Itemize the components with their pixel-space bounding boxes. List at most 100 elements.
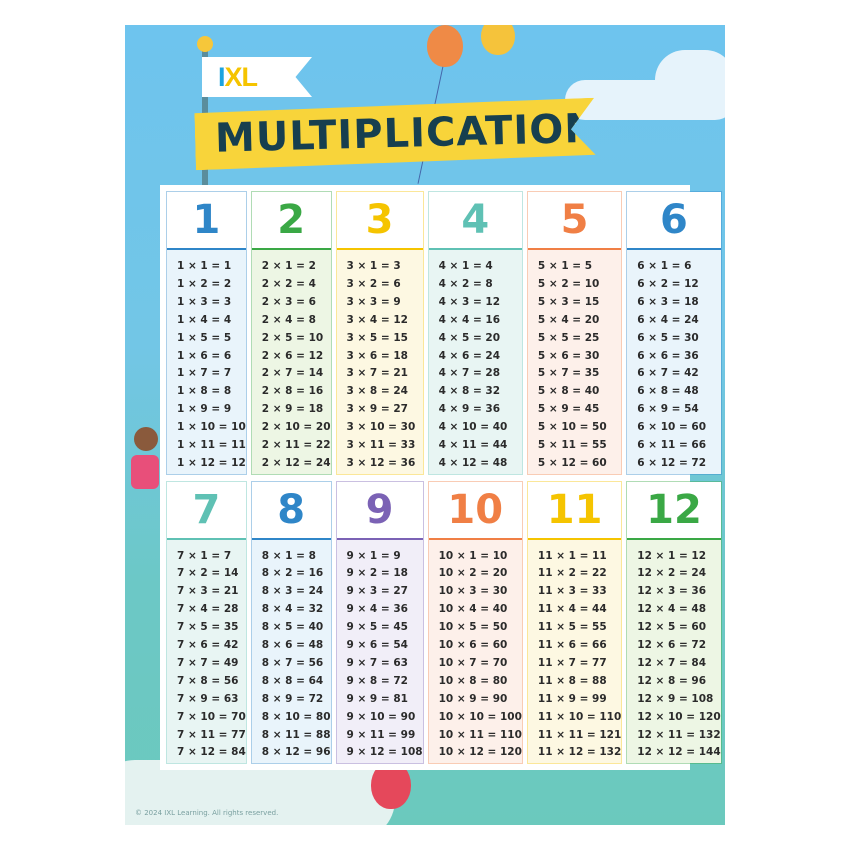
- equation-row: 2 × 5 = 10: [261, 331, 324, 344]
- equation-row: 5 × 1 = 5: [537, 260, 593, 272]
- equation-row: 10 × 9 = 90: [438, 692, 508, 705]
- equation-row: 4 × 1 = 4: [438, 260, 493, 272]
- equation-row: 2 × 2 = 4: [261, 277, 316, 290]
- equation-row: 2 × 11 = 22: [261, 439, 331, 452]
- equation-row: 2 × 9 = 18: [261, 403, 324, 416]
- equation-row: 2 × 7 = 14: [261, 367, 324, 380]
- equation-row: 7 × 7 = 49: [177, 656, 239, 669]
- equation-row: 2 × 10 = 20: [261, 421, 331, 434]
- table-rows: 1 × 1 = 1 1 × 2 = 2 1 × 3 = 3 1 × 4 = 4 1 × …: [167, 250, 246, 474]
- equation-row: 5 × 8 = 40: [537, 385, 600, 398]
- equation-row: 9 × 4 = 36: [346, 603, 408, 616]
- equation-row: 8 × 5 = 40: [261, 621, 324, 634]
- table-number-header: 7: [167, 481, 246, 540]
- table-rows: 4 × 1 = 4 4 × 2 = 8 4 × 3 = 12 4 × 4 = 16 4 …: [428, 250, 522, 474]
- table-number-header: 10: [428, 481, 522, 540]
- equation-row: 4 × 12 = 48: [438, 456, 508, 469]
- equation-row: 12 × 8 = 96: [637, 674, 707, 687]
- equation-row: 12 × 2 = 24: [637, 567, 707, 580]
- equation-row: 8 × 1 = 8: [261, 549, 316, 562]
- table-rows: 10 × 1 = 10 10 × 2 = 20 10 × 3 = 30 10 × 4 …: [428, 539, 522, 763]
- table-number-header: 2: [251, 192, 331, 250]
- equation-row: 3 × 2 = 6: [346, 277, 401, 290]
- equation-row: 1 × 11 = 11: [177, 439, 246, 452]
- equation-row: 5 × 12 = 60: [537, 456, 607, 469]
- table-column-8: 8 8 × 1 = 8 8 × 2 = 16 8 × 3 = 24 8 × 4 = 32…: [250, 480, 332, 764]
- equation-row: 1 × 4 = 4: [177, 313, 232, 326]
- table-number-header: 1: [167, 192, 246, 250]
- equation-row: 7 × 6 = 42: [177, 639, 239, 652]
- equation-row: 6 × 12 = 72: [637, 456, 707, 469]
- table-column-5: 5 5 × 1 = 5 5 × 2 = 10 5 × 3 = 15 5 × 4 = 20…: [526, 191, 623, 475]
- equation-row: 9 × 8 = 72: [346, 674, 408, 687]
- equation-row: 1 × 2 = 2: [177, 277, 232, 290]
- equation-row: 8 × 7 = 56: [261, 656, 324, 669]
- table-rows: 7 × 1 = 7 7 × 2 = 14 7 × 3 = 21 7 × 4 = 28 7…: [167, 539, 246, 763]
- ixl-logo: IXL: [218, 61, 258, 92]
- equation-row: 4 × 4 = 16: [438, 313, 501, 326]
- equation-row: 8 × 11 = 88: [261, 728, 331, 741]
- equation-row: 11 × 3 = 33: [537, 585, 607, 598]
- equation-row: 3 × 12 = 36: [346, 456, 416, 469]
- equation-row: 3 × 8 = 24: [346, 385, 408, 398]
- equation-row: 12 × 9 = 108: [637, 692, 714, 705]
- equation-row: 11 × 10 = 110: [537, 710, 622, 723]
- equation-row: 4 × 7 = 28: [438, 367, 501, 380]
- equation-row: 4 × 9 = 36: [438, 403, 501, 416]
- equation-row: 11 × 5 = 55: [537, 621, 607, 634]
- equation-row: 11 × 1 = 11: [537, 549, 607, 562]
- equation-row: 7 × 4 = 28: [177, 603, 239, 616]
- equation-row: 9 × 10 = 90: [346, 710, 416, 723]
- equation-row: 3 × 4 = 12: [346, 313, 408, 326]
- equation-row: 2 × 8 = 16: [261, 385, 324, 398]
- equation-row: 6 × 5 = 30: [637, 331, 699, 344]
- equation-row: 7 × 11 = 77: [177, 728, 246, 741]
- equation-row: 7 × 1 = 7: [177, 549, 232, 562]
- equation-row: 8 × 10 = 80: [261, 710, 331, 723]
- table-column-10: 10 10 × 1 = 10 10 × 2 = 20 10 × 3 = 30 10 × …: [427, 480, 523, 764]
- equation-row: 8 × 9 = 72: [261, 692, 324, 705]
- equation-row: 11 × 4 = 44: [537, 603, 607, 616]
- equation-row: 10 × 10 = 100: [438, 710, 522, 723]
- equation-row: 9 × 9 = 81: [346, 692, 408, 705]
- flag-pole-knob: [197, 36, 213, 52]
- equation-row: 6 × 6 = 36: [637, 349, 699, 362]
- ixl-logo-flag: IXL: [202, 57, 312, 97]
- equation-row: 12 × 5 = 60: [637, 621, 707, 634]
- table-rows: 11 × 1 = 11 11 × 2 = 22 11 × 3 = 33 11 × 4 …: [527, 539, 622, 763]
- equation-row: 10 × 8 = 80: [438, 674, 508, 687]
- table-rows: 5 × 1 = 5 5 × 2 = 10 5 × 3 = 15 5 × 4 = 20 5…: [527, 250, 622, 474]
- equation-row: 3 × 7 = 21: [346, 367, 408, 380]
- equation-row: 1 × 3 = 3: [177, 295, 232, 308]
- table-rows: 3 × 1 = 3 3 × 2 = 6 3 × 3 = 9 3 × 4 = 12 3 ×…: [336, 250, 423, 474]
- equation-row: 10 × 12 = 120: [438, 746, 522, 759]
- equation-row: 10 × 2 = 20: [438, 567, 508, 580]
- equation-row: 7 × 8 = 56: [177, 674, 239, 687]
- equation-row: 9 × 2 = 18: [346, 567, 408, 580]
- cloud: [655, 50, 725, 110]
- equation-row: 5 × 2 = 10: [537, 277, 600, 290]
- equation-row: 4 × 2 = 8: [438, 277, 493, 290]
- equation-row: 3 × 3 = 9: [346, 295, 401, 308]
- equation-row: 10 × 7 = 70: [438, 656, 508, 669]
- equation-row: 6 × 8 = 48: [637, 385, 699, 398]
- table-column-12: 12 12 × 1 = 12 12 × 2 = 24 12 × 3 = 36 12 × …: [626, 480, 722, 764]
- equation-row: 12 × 11 = 132: [637, 728, 721, 741]
- equation-row: 4 × 8 = 32: [438, 385, 501, 398]
- equation-row: 5 × 9 = 45: [537, 403, 600, 416]
- equation-row: 1 × 8 = 8: [177, 385, 232, 398]
- equation-row: 5 × 7 = 35: [537, 367, 600, 380]
- equation-row: 1 × 12 = 12: [177, 456, 246, 469]
- equation-row: 8 × 12 = 96: [261, 746, 331, 759]
- equation-row: 3 × 5 = 15: [346, 331, 408, 344]
- equation-row: 9 × 12 = 108: [346, 746, 423, 759]
- table-column-11: 11 11 × 1 = 11 11 × 2 = 22 11 × 3 = 33 11 × …: [526, 480, 623, 764]
- equation-row: 6 × 1 = 6: [637, 260, 692, 272]
- equation-row: 6 × 11 = 66: [637, 439, 707, 452]
- equation-row: 12 × 6 = 72: [637, 639, 707, 652]
- table-rows: 2 × 1 = 2 2 × 2 = 4 2 × 3 = 6 2 × 4 = 8 2 × …: [251, 250, 331, 474]
